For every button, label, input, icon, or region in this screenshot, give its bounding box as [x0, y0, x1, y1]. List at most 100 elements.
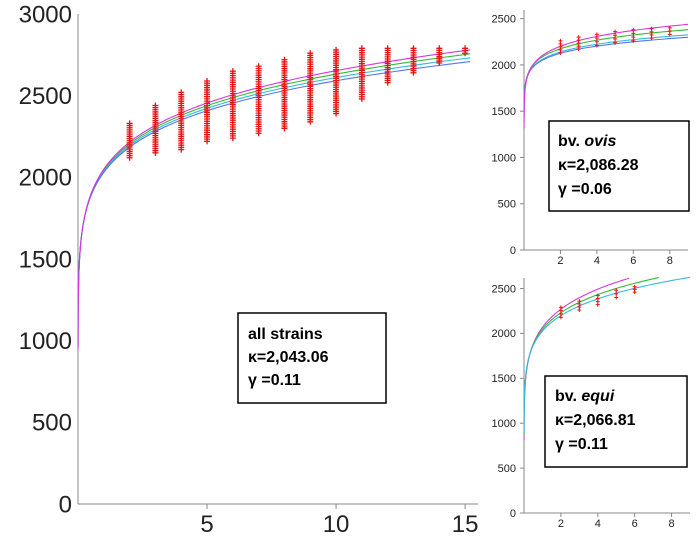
- annotation-box: bv. ovis κ=2,086.28 γ =0.06: [548, 120, 690, 212]
- annotation-kappa: κ=2,066.81: [555, 412, 636, 429]
- y-tick-label: 2500: [19, 83, 72, 110]
- y-tick-label: 3000: [19, 1, 72, 28]
- annotation-kappa: κ=2,086.28: [558, 157, 639, 174]
- data-point: [631, 31, 636, 36]
- data-point: [649, 36, 654, 41]
- y-tick-label: 2500: [492, 13, 516, 25]
- curve-magenta: [523, 23, 689, 129]
- annotation-title: all strains: [248, 326, 323, 343]
- annotation-box: all strains κ=2,043.06 γ =0.11: [237, 312, 387, 404]
- data-point: [614, 291, 619, 296]
- data-point: [281, 125, 288, 132]
- y-tick-label: 2500: [492, 283, 516, 295]
- annotation-frame: [237, 312, 387, 404]
- data-point: [631, 27, 636, 32]
- data-point: [384, 79, 391, 86]
- data-point: [613, 29, 618, 34]
- data-point: [632, 290, 637, 295]
- data-point: [558, 50, 563, 55]
- annotation-title-biovar: ovis: [584, 133, 616, 150]
- data-point: [255, 130, 262, 137]
- y-ticks: 0 500 1000 1500 2000 2500: [492, 283, 524, 520]
- annotation-title-prefix: bv.: [558, 133, 584, 150]
- x-tick-label: 6: [630, 255, 636, 267]
- data-point: [614, 288, 619, 293]
- data-point: [333, 110, 340, 117]
- curve-magenta: [77, 49, 471, 350]
- data-point: [178, 146, 185, 153]
- data-point: [667, 32, 672, 37]
- annotation-title-prefix: bv.: [555, 388, 581, 405]
- data-point: [577, 308, 582, 313]
- data-point: [358, 95, 365, 102]
- y-tick-label: 1000: [19, 328, 72, 355]
- y-tick-label: 2000: [492, 328, 516, 340]
- data-point: [204, 138, 211, 145]
- data-point: [631, 35, 636, 40]
- data-point: [229, 135, 236, 142]
- curve-blue: [523, 36, 689, 118]
- annotation-gamma: γ =0.11: [555, 436, 608, 453]
- panel-bv-ovis: 0 500 1000 1500 2000 2500 2 4 6 8 bv. ovis κ=2,0…: [492, 10, 690, 267]
- annotation-box: bv. equi κ=2,066.81 γ =0.11: [544, 375, 688, 468]
- observed-points: [126, 45, 469, 161]
- x-ticks: 2 4 6 8: [558, 513, 675, 530]
- y-tick-label: 1500: [492, 373, 516, 385]
- y-ticks: 0 500 1000 1500 2000 2500 3000: [19, 1, 72, 518]
- observed-points: [558, 284, 637, 320]
- annotation-gamma: γ =0.06: [558, 181, 612, 198]
- data-point: [614, 295, 619, 300]
- fitted-curves: [523, 23, 689, 129]
- y-tick-label: 1500: [19, 246, 72, 273]
- panel-bv-equi: 0 500 1000 1500 2000 2500 2 4 6 8 bv. equi κ=2,0…: [492, 276, 691, 530]
- data-point: [613, 36, 618, 41]
- y-tick-label: 1000: [492, 152, 516, 164]
- annotation-title: bv. ovis: [558, 133, 616, 150]
- x-tick-label: 4: [595, 518, 601, 530]
- data-point: [436, 60, 443, 66]
- y-ticks: 0 500 1000 1500 2000 2500: [492, 13, 524, 257]
- y-tick-label: 500: [32, 410, 72, 437]
- x-ticks: 5 10 15: [200, 504, 479, 538]
- curve-cyan: [77, 57, 471, 347]
- curve-green: [523, 29, 689, 123]
- data-point: [462, 50, 469, 57]
- y-tick-label: 1000: [492, 418, 516, 430]
- data-point: [594, 43, 599, 48]
- y-tick-label: 1500: [492, 106, 516, 118]
- fitted-curves: [77, 49, 471, 350]
- data-point: [613, 40, 618, 45]
- data-point: [613, 33, 618, 38]
- annotation-kappa: κ=2,043.06: [248, 349, 329, 366]
- y-tick-label: 0: [59, 491, 72, 518]
- y-tick-label: 2000: [492, 60, 516, 72]
- y-tick-label: 0: [510, 245, 516, 257]
- x-tick-label: 6: [632, 518, 638, 530]
- data-point: [594, 32, 599, 37]
- annotation-title-biovar: equi: [581, 388, 614, 405]
- data-point: [558, 315, 563, 320]
- observed-points: [558, 25, 672, 55]
- data-point: [594, 36, 599, 41]
- x-tick-label: 8: [667, 255, 673, 267]
- panel-all-strains: 0 500 1000 1500 2000 2500 3000 5 10 15 all strai…: [19, 1, 479, 538]
- data-point: [307, 118, 314, 125]
- data-point: [576, 47, 581, 52]
- y-tick-label: 0: [510, 508, 516, 520]
- x-tick-label: 2: [558, 518, 564, 530]
- data-point: [595, 302, 600, 307]
- y-tick-label: 2000: [19, 165, 72, 192]
- y-tick-label: 500: [498, 463, 516, 475]
- data-point: [631, 38, 636, 43]
- data-point: [410, 69, 417, 76]
- x-tick-label: 10: [323, 511, 350, 537]
- annotation-frame: [548, 120, 690, 212]
- x-tick-label: 15: [452, 511, 479, 537]
- data-point: [126, 154, 133, 161]
- x-tick-label: 2: [557, 255, 563, 267]
- annotation-gamma: γ =0.11: [248, 372, 301, 389]
- x-tick-label: 5: [200, 511, 213, 537]
- data-point: [594, 39, 599, 44]
